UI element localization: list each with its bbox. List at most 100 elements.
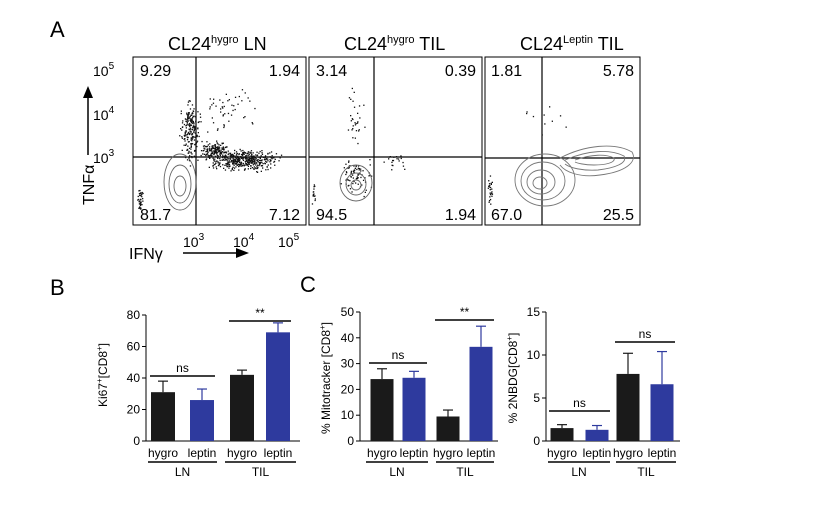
- event-dot: [207, 151, 209, 153]
- event-dot: [216, 160, 218, 162]
- event-dot: [256, 166, 258, 168]
- event-dot: [222, 101, 224, 104]
- event-dot: [226, 157, 229, 159]
- x-tick-1e3: 103: [183, 232, 205, 250]
- event-dot: [205, 154, 207, 157]
- event-dot: [209, 98, 211, 100]
- event-dot: [266, 161, 268, 163]
- bar-leptin-til: [469, 346, 493, 441]
- event-dot: [225, 152, 228, 154]
- event-dot: [364, 191, 366, 193]
- event-dot: [267, 158, 269, 160]
- event-dot: [266, 166, 268, 168]
- event-dot: [188, 132, 190, 134]
- event-dot: [270, 151, 273, 153]
- event-dot: [383, 161, 385, 163]
- event-dot: [541, 134, 543, 136]
- event-dot: [256, 164, 259, 166]
- significance-label: ns: [639, 327, 652, 341]
- event-dot: [207, 144, 209, 146]
- event-dot: [311, 203, 314, 205]
- event-dot: [259, 163, 261, 165]
- event-dot: [138, 203, 141, 205]
- event-dot: [354, 124, 357, 126]
- event-dot: [253, 155, 255, 157]
- event-dot: [223, 126, 225, 129]
- event-dot: [217, 128, 219, 130]
- event-dot: [356, 176, 358, 178]
- panel-label-b: B: [50, 275, 65, 300]
- event-dot: [187, 117, 189, 119]
- event-dot: [261, 161, 263, 164]
- event-dot: [199, 116, 202, 118]
- event-dot: [193, 122, 195, 124]
- event-dot: [244, 157, 246, 159]
- event-dot: [358, 105, 361, 107]
- event-dot: [491, 181, 493, 183]
- event-dot: [369, 159, 371, 161]
- event-dot: [265, 157, 268, 160]
- event-dot: [244, 160, 246, 163]
- event-dot: [190, 152, 192, 154]
- event-dot: [186, 114, 189, 116]
- event-dot: [249, 160, 252, 163]
- event-dot: [353, 106, 356, 108]
- event-dot: [265, 158, 267, 161]
- event-dot: [262, 167, 264, 169]
- event-dot: [271, 155, 273, 157]
- event-dot: [363, 195, 365, 198]
- event-dot: [490, 192, 492, 194]
- event-dot: [232, 155, 234, 157]
- event-dot: [388, 156, 390, 158]
- event-dot: [189, 155, 191, 157]
- event-dot: [230, 160, 232, 162]
- density-contours: [163, 153, 197, 211]
- event-dot: [199, 113, 201, 115]
- event-dot: [207, 156, 210, 158]
- event-dot: [239, 159, 241, 162]
- event-dot: [141, 193, 143, 195]
- event-dot: [404, 168, 406, 170]
- event-dot: [532, 115, 535, 118]
- event-dot: [137, 195, 139, 198]
- event-dot: [213, 150, 215, 152]
- event-dot: [251, 154, 253, 156]
- event-dot: [357, 112, 359, 114]
- event-dot: [262, 163, 264, 165]
- event-dot: [251, 157, 253, 159]
- event-dot: [241, 165, 243, 167]
- bar-hygro-ln: [151, 392, 175, 441]
- event-dot: [189, 124, 191, 126]
- event-dot: [219, 99, 221, 101]
- event-dot: [250, 158, 252, 160]
- event-dot: [224, 164, 226, 166]
- event-dot: [229, 165, 231, 167]
- event-dot: [228, 152, 230, 154]
- event-dot: [223, 152, 225, 154]
- event-dot: [259, 159, 261, 162]
- event-dot: [352, 128, 354, 130]
- event-dot: [139, 194, 141, 196]
- event-dot: [205, 159, 207, 161]
- group-label: LN: [571, 465, 586, 479]
- bar-hygro-ln: [370, 379, 394, 441]
- event-dot: [196, 135, 198, 138]
- event-dot: [227, 163, 229, 165]
- event-dot: [188, 112, 190, 114]
- category-label: hygro: [227, 446, 257, 460]
- event-dot: [239, 165, 241, 167]
- x-tick-1e4: 104: [233, 232, 255, 250]
- event-dot: [488, 186, 491, 188]
- event-dot: [197, 159, 199, 161]
- event-dot: [356, 122, 359, 124]
- event-dot: [190, 146, 192, 148]
- event-dot: [237, 103, 239, 105]
- event-dot: [183, 144, 185, 146]
- event-dot: [343, 167, 345, 169]
- event-dot: [395, 156, 398, 158]
- quadrant-ur-value: 0.39: [445, 63, 476, 80]
- event-dot: [245, 160, 247, 162]
- event-dot: [261, 150, 263, 152]
- event-dot: [353, 165, 355, 167]
- event-dot: [217, 155, 219, 157]
